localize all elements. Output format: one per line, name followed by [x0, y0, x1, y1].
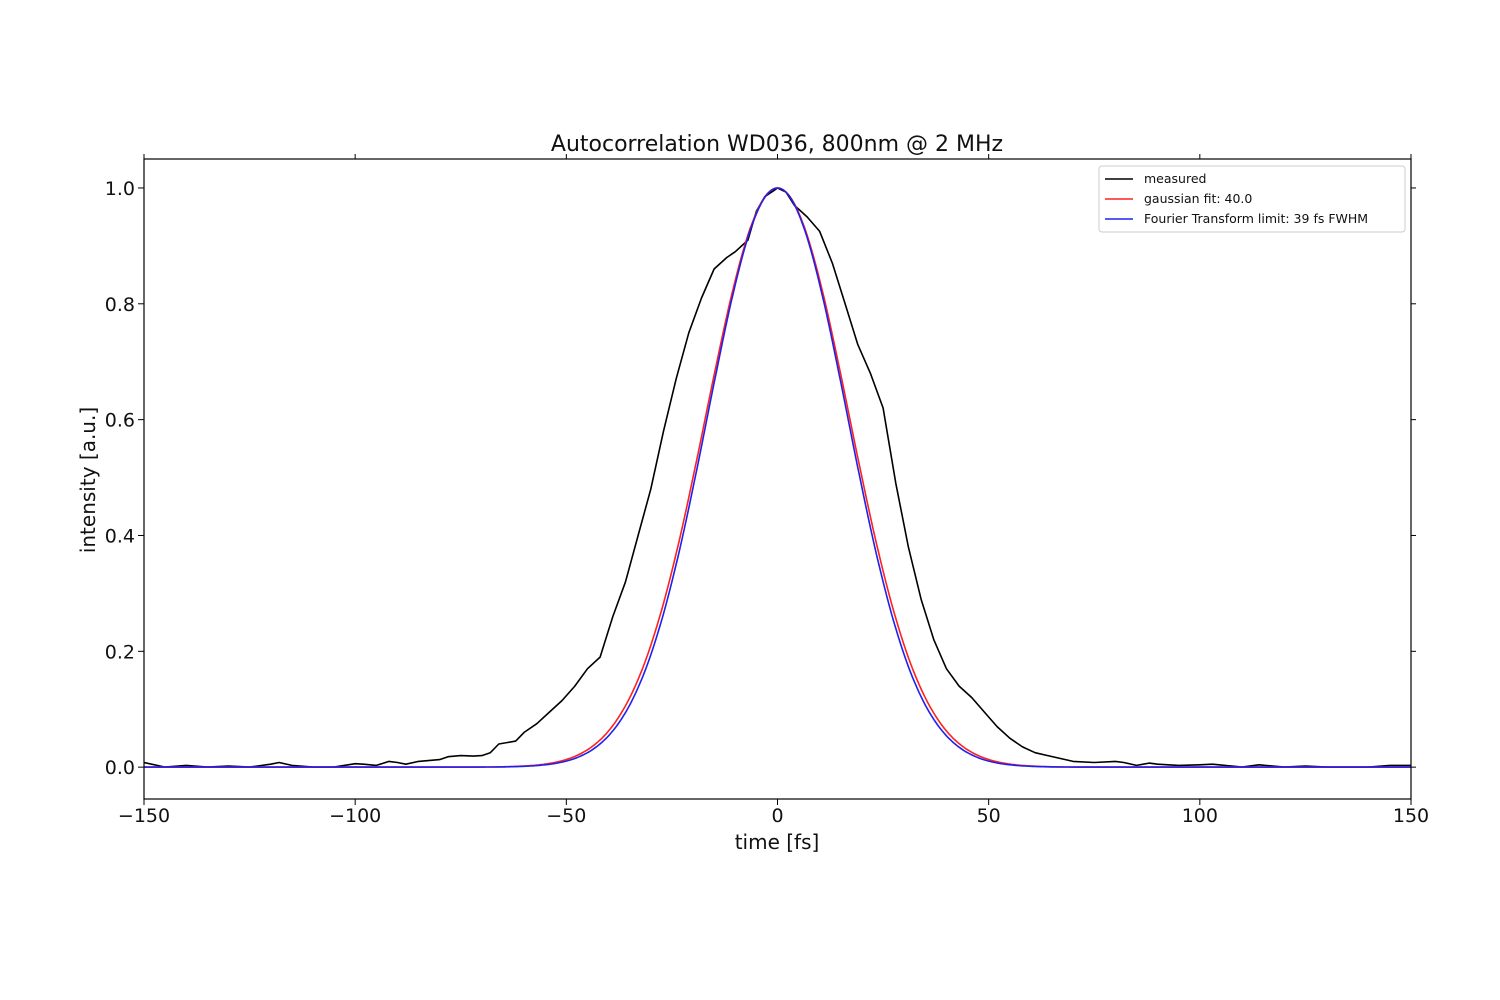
chart-title: Autocorrelation WD036, 800nm @ 2 MHz: [551, 132, 1003, 157]
legend-label: Fourier Transform limit: 39 fs FWHM: [1144, 211, 1368, 226]
x-tick-label: −50: [546, 805, 586, 827]
x-tick-label: 150: [1393, 805, 1429, 827]
x-tick-label: 100: [1182, 805, 1218, 827]
legend: measured gaussian fit: 40.0 Fourier Transf…: [1098, 165, 1406, 233]
fourier-limit-line: [144, 187, 1411, 768]
x-tick-label: −100: [329, 805, 381, 827]
y-tick-label: 0.8: [105, 294, 135, 316]
y-tick-label: 0.2: [105, 641, 135, 663]
y-tick-label: 0.0: [105, 757, 135, 779]
y-tick-label: 0.4: [105, 525, 135, 547]
x-tick-label: 0: [771, 805, 783, 827]
measured-line: [144, 187, 1411, 768]
x-axis-title: time [fs]: [735, 830, 820, 854]
axis-ticks: −150 −100 −50 0 50 100 150 0.0 0.2 0.4 0.6 0.8 1.0: [105, 154, 1429, 827]
y-axis-title: intensity [a.u.]: [76, 407, 100, 553]
plot-frame: [143, 158, 1412, 800]
legend-label: measured: [1144, 171, 1206, 186]
x-tick-label: −150: [118, 805, 170, 827]
gaussian-fit-line: [144, 187, 1411, 768]
plot-lines: [144, 187, 1411, 768]
legend-box: [1098, 165, 1406, 233]
legend-label: gaussian fit: 40.0: [1144, 191, 1252, 206]
y-tick-label: 0.6: [105, 410, 135, 432]
y-tick-label: 1.0: [105, 178, 135, 200]
x-tick-label: 50: [977, 805, 1001, 827]
